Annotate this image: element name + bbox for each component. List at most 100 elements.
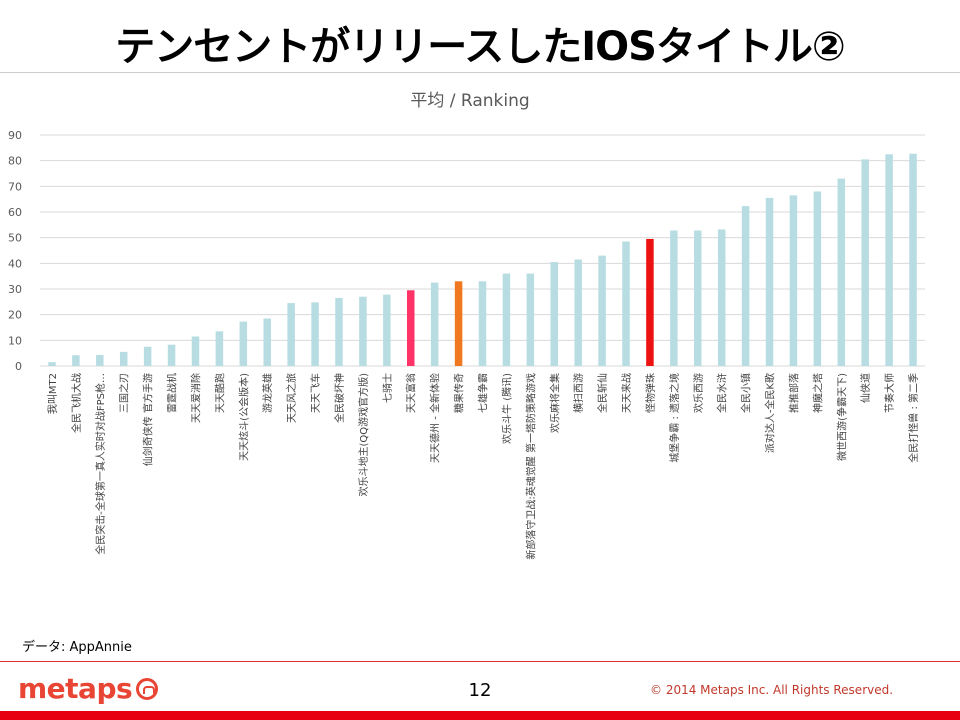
- x-tick-label: 怪物弹珠: [644, 373, 657, 413]
- x-tick-label: 七骑士: [381, 373, 394, 403]
- y-tick-label: 40: [8, 257, 22, 270]
- bar: [454, 281, 463, 366]
- title-divider: [0, 72, 960, 73]
- bar: [861, 159, 869, 366]
- x-tick-label: 全民小镇: [740, 373, 753, 413]
- bar: [335, 297, 343, 366]
- bar: [502, 273, 511, 366]
- y-tick-label: 30: [8, 283, 22, 296]
- bar: [430, 282, 439, 366]
- x-tick-label: 欢乐斗牛 (腾讯): [500, 373, 513, 444]
- x-tick-label: 游龙英雄: [261, 373, 274, 413]
- bar: [526, 273, 535, 366]
- bar: [622, 241, 630, 366]
- y-tick-label: 10: [8, 334, 22, 347]
- logo-mark-icon: [136, 677, 159, 700]
- bar: [550, 262, 559, 366]
- page-number: 12: [468, 680, 492, 701]
- x-tick-label: 天天风之旅: [285, 373, 298, 423]
- bar: [670, 230, 678, 366]
- y-axis-ticks: 0 10 20 30 40 50 60 70 80 90: [8, 129, 22, 373]
- x-tick-label: 新部落守卫战:英魂觉醒 第一塔防策略游戏: [524, 373, 537, 560]
- x-tick-label: 全民破坏神: [333, 373, 346, 423]
- x-tick-label: 天天富翁: [405, 373, 418, 413]
- bar: [96, 354, 104, 366]
- bar: [574, 259, 582, 366]
- x-tick-label: 天天炫斗(公会版本): [237, 373, 250, 461]
- bar: [191, 336, 200, 366]
- x-tick-label: 全民突击-全球第一真人实时对战FPS枪…: [94, 373, 107, 555]
- x-tick-label: 天天爱消除: [189, 373, 202, 423]
- x-tick-label: 横扫西游: [572, 373, 585, 413]
- x-tick-label: 全民水浒: [716, 373, 729, 413]
- bar: [646, 238, 654, 366]
- bar: [239, 321, 248, 366]
- bar: [837, 178, 846, 366]
- slide-title: テンセントがリリースしたIOSタイトル②: [115, 24, 846, 70]
- x-tick-label: 天天德州 - 全新体验: [429, 373, 442, 463]
- x-tick-label: 天天飞车: [309, 373, 322, 413]
- x-tick-label: 欢乐斗地主(QQ游戏官方版): [357, 373, 370, 497]
- x-tick-label: 天天来战: [621, 373, 633, 413]
- bar: [167, 344, 176, 366]
- x-tick-label: 全民打怪兽 : 第二季: [907, 373, 920, 463]
- x-tick-label: 三国之刃: [118, 373, 131, 413]
- data-source: データ: AppAnnie: [22, 640, 132, 655]
- footer-bar: [0, 711, 960, 720]
- x-tick-label: 糖果传奇: [453, 373, 466, 413]
- bar: [215, 331, 224, 366]
- bar: [263, 318, 271, 366]
- y-tick-label: 50: [8, 232, 22, 245]
- x-tick-label: 神魔之塔: [811, 373, 824, 413]
- bar: [359, 296, 367, 366]
- y-tick-label: 80: [8, 155, 22, 168]
- bar: [143, 346, 152, 366]
- bar: [885, 154, 893, 366]
- y-tick-label: 70: [8, 180, 22, 193]
- bar: [72, 355, 80, 366]
- bars: [48, 153, 917, 366]
- metaps-logo: metaps: [18, 672, 159, 705]
- bar-chart: 平均 / Ranking 0 10 20 30 40 50 60 70 80 90 我叫MT2 全民…: [8, 91, 925, 560]
- bar: [598, 255, 606, 366]
- x-tick-label: 我叫MT2: [47, 373, 59, 414]
- bar: [741, 206, 750, 366]
- gridlines: [40, 134, 925, 367]
- bar: [119, 351, 128, 366]
- logo-text: metaps: [18, 672, 133, 705]
- x-tick-label: 派对达人-全民K歌: [764, 373, 777, 453]
- bar: [287, 303, 295, 366]
- bar: [478, 281, 487, 366]
- y-tick-label: 20: [8, 309, 22, 322]
- x-tick-label: 城堡争霸 : 遗落之境: [668, 373, 681, 463]
- x-tick-label: 仙剑奇侠传 官方手游: [142, 373, 155, 466]
- y-tick-label: 0: [15, 360, 22, 373]
- bar: [48, 362, 56, 366]
- chart-title: 平均 / Ranking: [410, 91, 529, 111]
- bar: [311, 302, 319, 366]
- x-tick-label: 全民飞机大战: [70, 373, 83, 433]
- copyright: © 2014 Metaps Inc. All Rights Reserved.: [650, 683, 894, 697]
- x-tick-label: 微世西游(争霸天下): [835, 373, 848, 461]
- x-tick-label: 节奏大师: [883, 373, 896, 413]
- x-tick-label: 欢乐麻将全集: [548, 373, 561, 433]
- x-tick-label: 七雄争霸: [477, 373, 490, 413]
- x-tick-label: 天天酷跑: [213, 373, 226, 413]
- y-tick-label: 60: [8, 206, 22, 219]
- x-tick-label: 推推部落: [787, 373, 800, 413]
- bar: [406, 290, 415, 366]
- y-tick-label: 90: [8, 129, 22, 142]
- x-tick-label: 全民斩仙: [596, 373, 609, 413]
- x-tick-label: 欢乐西游: [692, 373, 705, 413]
- bar: [789, 195, 798, 366]
- bar: [765, 197, 774, 366]
- x-tick-label: 雷霆战机: [166, 373, 179, 413]
- bar: [694, 230, 702, 366]
- bar: [813, 191, 822, 366]
- bar: [909, 153, 917, 366]
- bar: [717, 229, 726, 366]
- footer-divider: [0, 661, 960, 662]
- bar: [383, 294, 391, 366]
- x-axis-labels: 我叫MT2 全民飞机大战 全民突击-全球第一真人实时对战FPS枪… 三国之刃 仙剑奇侠传…: [47, 373, 920, 560]
- x-tick-label: 仙侠道: [859, 373, 872, 403]
